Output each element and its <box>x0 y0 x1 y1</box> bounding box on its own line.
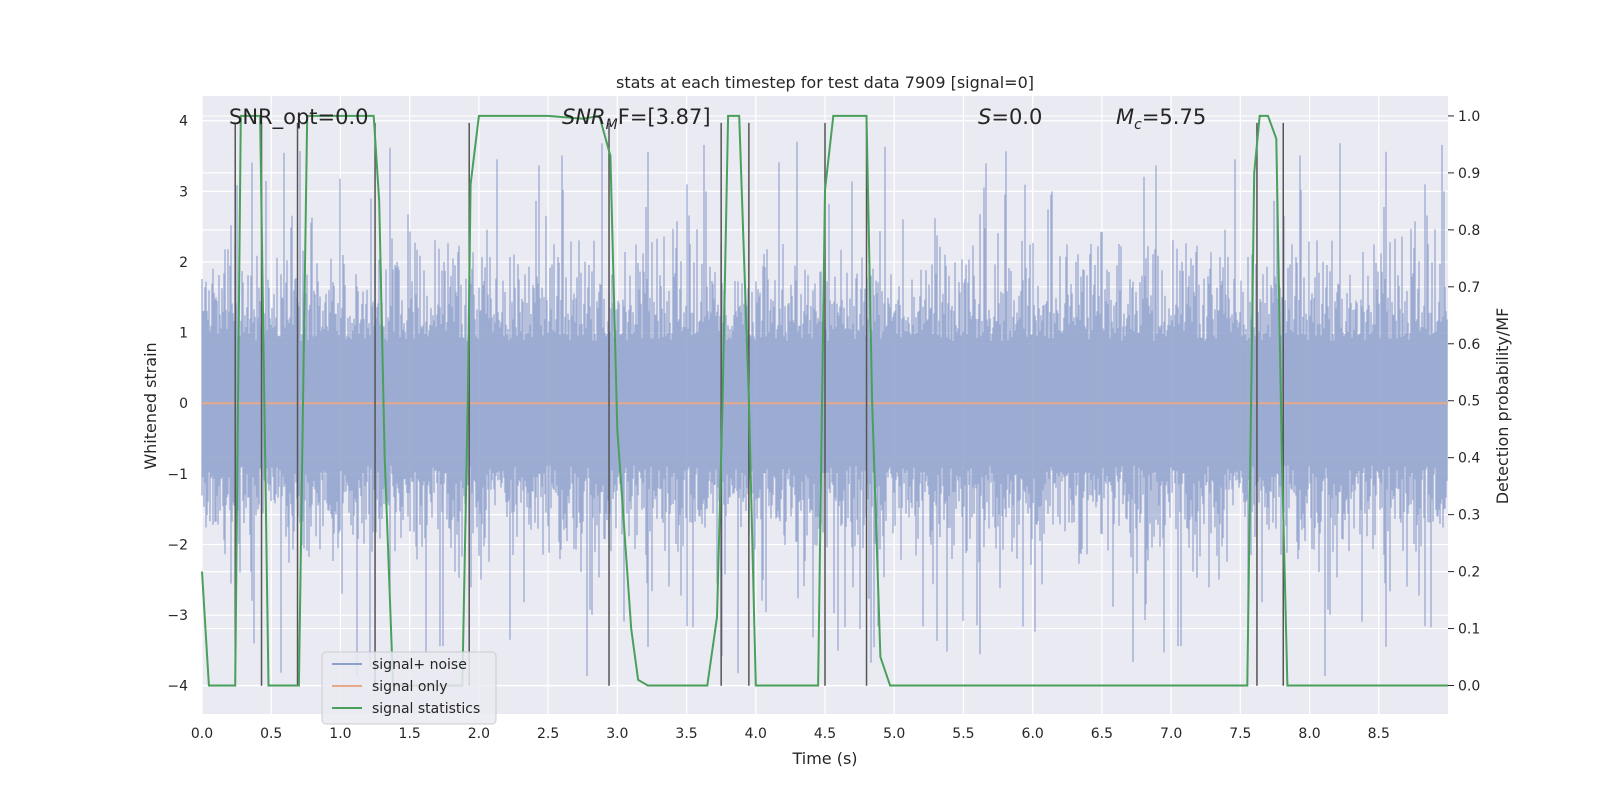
annotation-snr-mf: SNRMF=[3.87] <box>562 105 711 133</box>
x-tick-label: 2.0 <box>468 726 490 742</box>
y2-axis-ticks: 0.0 0.1 0.2 0.3 0.4 0.5 0.6 0.7 0.8 0.9 1.0 <box>1448 109 1480 695</box>
signal-statistics-series <box>201 114 1448 687</box>
x-axis-label: Time (s) <box>791 749 857 768</box>
y-tick-label: 4 <box>179 114 188 130</box>
y-tick-label: −1 <box>167 467 188 483</box>
legend-box <box>321 651 497 725</box>
x-tick-label: 6.5 <box>1091 726 1113 742</box>
signal-statistics-line <box>201 114 1448 687</box>
y2-tick-label: 0.3 <box>1458 508 1480 524</box>
y-tick-label: −4 <box>167 679 188 695</box>
y2-tick-label: 0.7 <box>1458 280 1480 296</box>
annotation-snr-opt: SNR_opt=0.0 <box>229 105 369 130</box>
x-tick-label: 4.5 <box>814 726 836 742</box>
x-tick-label: 5.5 <box>952 726 974 742</box>
annotation-snr-mf-suffix: F=[3.87] <box>618 105 711 129</box>
x-tick-label: 3.5 <box>675 726 697 742</box>
annotation-s-prefix: S <box>978 105 991 129</box>
annotation-s-suffix: =0.0 <box>991 105 1042 129</box>
x-tick-label: 8.5 <box>1368 726 1390 742</box>
y2-tick-label: 0.0 <box>1458 679 1480 695</box>
y-tick-label: 1 <box>179 326 188 342</box>
annotation-mc: Mc=5.75 <box>1116 105 1206 133</box>
y-axis-label: Whitened strain <box>141 342 160 469</box>
annotation-s: S=0.0 <box>978 105 1042 129</box>
y2-axis-label: Detection probability/MF <box>1493 308 1512 505</box>
annotation-snr-mf-prefix: SNR <box>562 105 606 129</box>
x-tick-label: 5.0 <box>883 726 905 742</box>
y2-tick-label: 0.9 <box>1458 166 1480 182</box>
y-tick-label: −2 <box>167 537 188 553</box>
y2-tick-label: 0.5 <box>1458 394 1480 410</box>
legend-label-signal-noise: signal+ noise <box>372 657 467 673</box>
legend: signal+ noise signal only signal statist… <box>321 651 497 725</box>
y-tick-label: 2 <box>179 255 188 271</box>
x-tick-label: 8.0 <box>1298 726 1320 742</box>
x-tick-label: 2.5 <box>537 726 559 742</box>
x-axis-ticks: 0.0 0.5 1.0 1.5 2.0 2.5 3.0 3.5 4.0 4.5 5.0 5.5 6.0 6… <box>191 726 1390 742</box>
y2-tick-label: 0.8 <box>1458 223 1480 239</box>
y-tick-label: −3 <box>167 608 188 624</box>
y2-tick-label: 1.0 <box>1458 109 1480 125</box>
legend-label-signal-only: signal only <box>372 679 447 695</box>
x-tick-label: 6.0 <box>1022 726 1044 742</box>
y2-tick-label: 0.2 <box>1458 565 1480 581</box>
y-tick-label: 3 <box>179 184 188 200</box>
x-tick-label: 0.5 <box>260 726 282 742</box>
x-tick-label: 7.5 <box>1229 726 1251 742</box>
x-tick-label: 7.0 <box>1160 726 1182 742</box>
y2-tick-label: 0.4 <box>1458 451 1480 467</box>
legend-label-signal-statistics: signal statistics <box>372 701 480 717</box>
x-tick-label: 1.0 <box>329 726 351 742</box>
y2-tick-label: 0.6 <box>1458 337 1480 353</box>
annotation-mc-prefix: M <box>1116 105 1134 129</box>
chart-title: stats at each timestep for test data 790… <box>616 73 1034 92</box>
x-tick-label: 4.0 <box>745 726 767 742</box>
x-tick-label: 0.0 <box>191 726 213 742</box>
annotation-mc-suffix: =5.75 <box>1142 105 1206 129</box>
x-tick-label: 3.0 <box>606 726 628 742</box>
plot-area <box>201 114 1448 687</box>
y-tick-label: 0 <box>179 396 188 412</box>
annotations: SNR_opt=0.0 SNRMF=[3.87] S=0.0 Mc=5.75 <box>229 105 1206 133</box>
x-tick-label: 1.5 <box>399 726 421 742</box>
y2-tick-label: 0.1 <box>1458 622 1480 638</box>
y-axis-ticks: −4 −3 −2 −1 0 1 2 3 4 <box>167 114 188 695</box>
annotation-mc-sub: c <box>1134 117 1142 133</box>
annotation-snr-mf-sub: M <box>606 117 618 133</box>
